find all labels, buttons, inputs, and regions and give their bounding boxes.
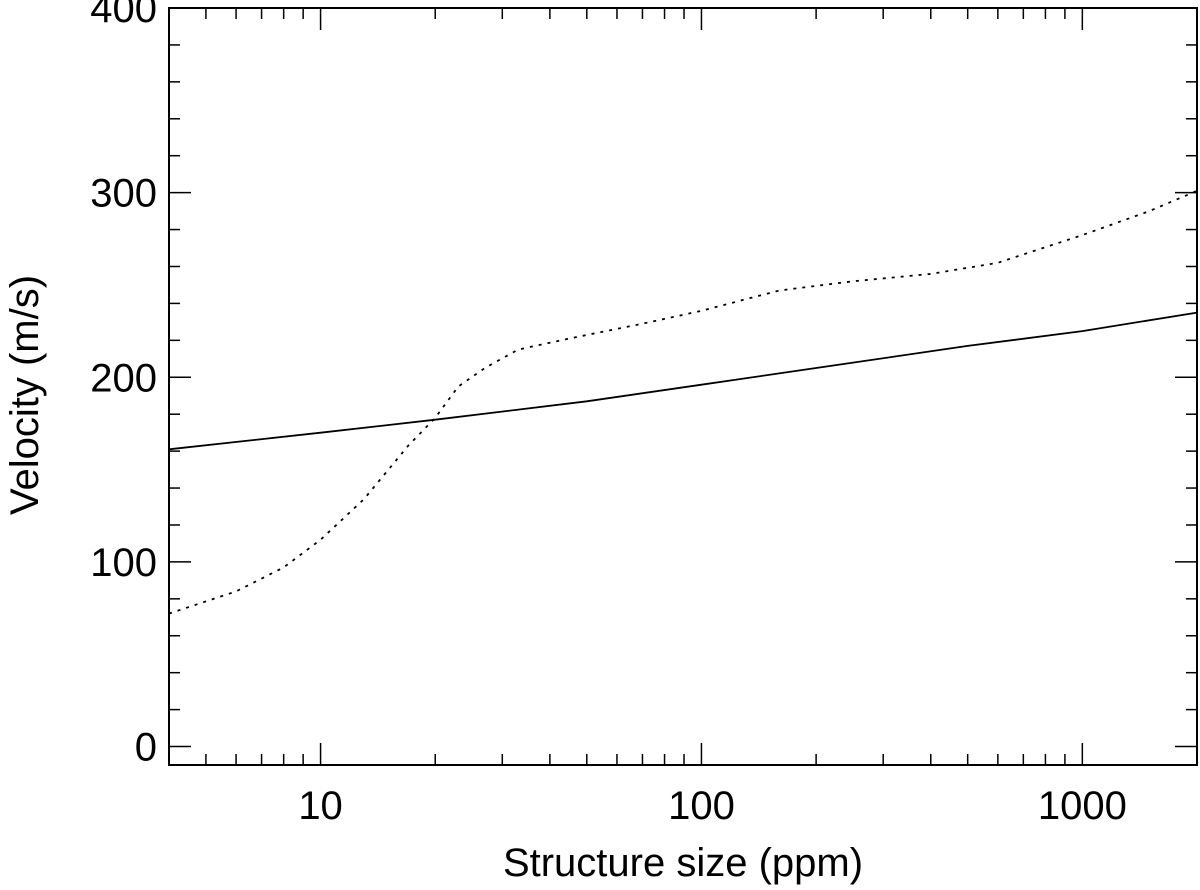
y-tick-label: 400 — [90, 0, 157, 31]
dotted-series-line — [168, 189, 1198, 615]
plot-frame — [168, 7, 1198, 766]
y-tick-label: 0 — [135, 726, 157, 770]
x-tick-label: 100 — [668, 784, 735, 828]
axes: 0 100 200 300 400 10 100 1000 — [90, 0, 1198, 828]
x-axis-label: Structure size (ppm) — [503, 841, 863, 885]
x-tick-label: 1000 — [1038, 784, 1127, 828]
y-axis-label: Velocity (m/s) — [3, 275, 47, 515]
plot-series — [168, 189, 1198, 615]
solid-series-line — [168, 311, 1198, 451]
x-tick-label: 10 — [298, 784, 343, 828]
y-tick-label: 200 — [90, 356, 157, 400]
y-tick-label: 100 — [90, 541, 157, 585]
axis-labels: Structure size (ppm) Velocity (m/s) — [3, 275, 863, 885]
y-tick-label: 300 — [90, 172, 157, 216]
